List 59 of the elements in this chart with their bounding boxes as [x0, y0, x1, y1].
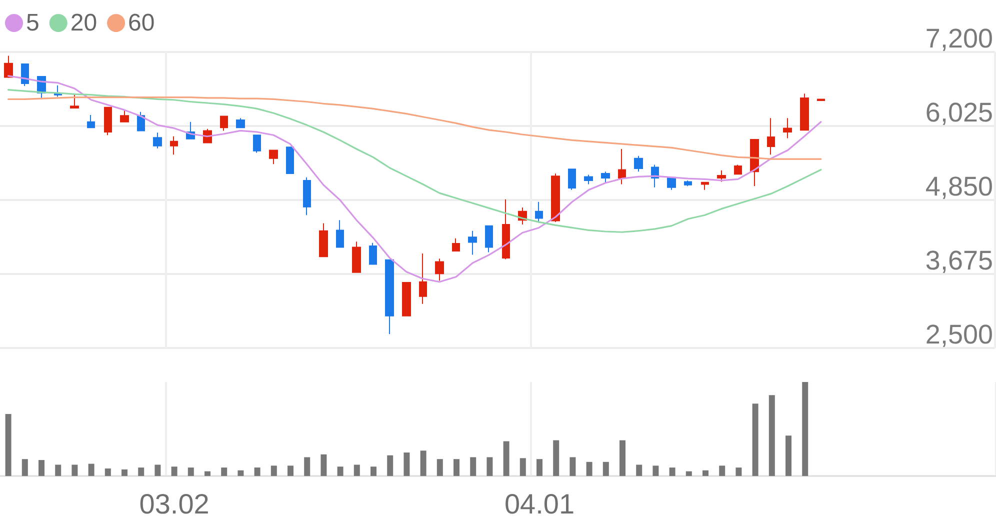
bar: [154, 464, 161, 476]
y-tick-label: 7,200: [925, 24, 993, 54]
y-tick-label: 3,675: [925, 246, 993, 276]
bar: [752, 404, 758, 476]
bar: [238, 470, 244, 476]
bar: [138, 468, 144, 476]
bar: [802, 382, 808, 476]
bar: [586, 462, 592, 476]
legend-label: 5: [26, 10, 40, 36]
bar: [88, 464, 94, 476]
bar: [304, 457, 310, 476]
y-tick-label: 6,025: [925, 98, 993, 128]
bar: [221, 468, 228, 476]
bar: [55, 464, 62, 476]
bar: [702, 470, 708, 476]
legend-label: 60: [128, 10, 155, 36]
bar: [370, 466, 376, 476]
bar: [602, 462, 609, 476]
bar: [104, 468, 111, 476]
bar: [736, 468, 742, 476]
bar: [553, 440, 560, 476]
bar: [354, 464, 360, 476]
bar: [719, 466, 726, 476]
bar: [420, 450, 426, 476]
bar: [636, 464, 642, 476]
bar: [188, 468, 194, 476]
bar: [786, 436, 792, 476]
bar: [337, 466, 344, 476]
bar: [486, 457, 493, 476]
x-tick-label: 04.01: [504, 488, 575, 519]
bar: [320, 454, 327, 476]
bar: [22, 459, 28, 476]
bar: [5, 414, 12, 476]
bar: [270, 466, 277, 476]
bar: [570, 457, 576, 476]
bar: [404, 452, 410, 476]
bar: [387, 455, 394, 476]
bar: [122, 469, 128, 476]
bar: [38, 460, 44, 476]
legend-label: 20: [70, 10, 98, 36]
bar: [768, 395, 775, 476]
y-tick-label: 4,850: [925, 172, 993, 202]
bar: [652, 466, 659, 476]
bar: [454, 459, 460, 476]
x-tick-label: 03.02: [139, 488, 210, 519]
bar: [536, 459, 542, 476]
bar: [72, 464, 78, 476]
bar: [520, 458, 526, 476]
y-tick-label: 2,500: [925, 320, 993, 350]
bar: [686, 471, 692, 476]
bar: [436, 459, 443, 476]
bar: [254, 468, 260, 476]
bar: [669, 468, 676, 476]
bar: [470, 457, 476, 476]
bar: [204, 471, 210, 476]
bar: [288, 466, 294, 476]
bar: [503, 441, 510, 476]
bar: [620, 440, 626, 476]
bar: [171, 466, 178, 476]
